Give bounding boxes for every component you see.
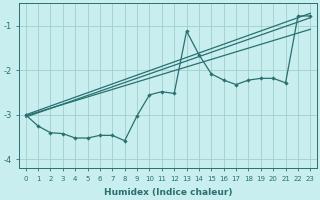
X-axis label: Humidex (Indice chaleur): Humidex (Indice chaleur) xyxy=(104,188,232,197)
